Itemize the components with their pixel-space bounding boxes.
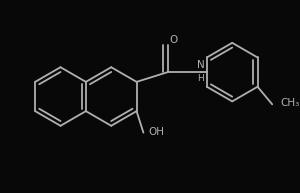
Text: O: O [169, 35, 178, 45]
Text: N: N [197, 60, 205, 70]
Text: H: H [198, 74, 204, 83]
Text: CH₃: CH₃ [280, 98, 299, 108]
Text: OH: OH [148, 127, 164, 137]
